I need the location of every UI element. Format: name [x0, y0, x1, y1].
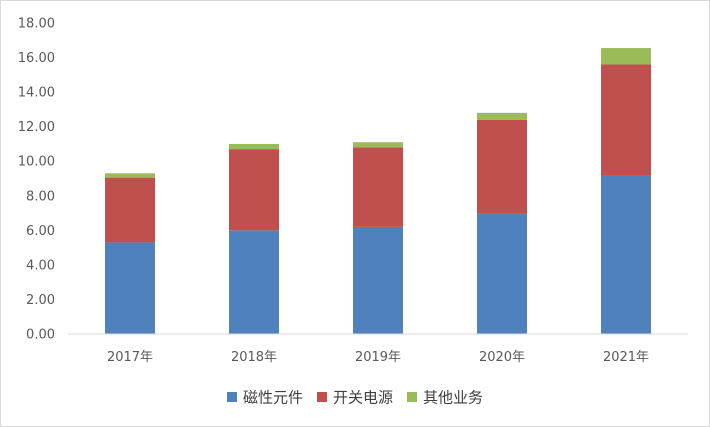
bar-segment-1-3: [353, 226, 403, 334]
bar-segment-3-5: [601, 48, 651, 65]
bar-segment-3-4: [477, 112, 527, 120]
y-tick-label: 2.00: [26, 293, 55, 308]
x-tick-label: 2017年: [107, 350, 153, 365]
y-tick-label: 8.00: [26, 189, 55, 204]
x-tick-label: 2019年: [355, 350, 401, 365]
y-tick-label: 18.00: [18, 17, 55, 32]
y-tick-label: 14.00: [18, 86, 55, 101]
legend-label-1: 磁性元件: [243, 389, 303, 407]
bar-segment-2-1: [105, 177, 155, 243]
legend: 磁性元件 开关电源 其他业务: [227, 389, 483, 407]
bar-segment-3-3: [353, 142, 403, 148]
y-tick-label: 16.00: [18, 51, 55, 66]
y-tick-label: 10.00: [18, 155, 55, 170]
bar-segment-1-4: [477, 213, 527, 334]
bar-segment-2-2: [229, 149, 279, 231]
y-axis: 0.00 2.00 4.00 6.00 8.00 10.00 12.00 14.00 16.00…: [18, 17, 55, 343]
legend-label-2: 开关电源: [333, 389, 393, 407]
y-tick-label: 4.00: [26, 258, 55, 273]
y-tick-label: 6.00: [26, 224, 55, 239]
legend-swatch-2: [317, 392, 327, 402]
bar-segment-2-5: [601, 64, 651, 176]
bar-segment-3-1: [105, 173, 155, 178]
bar-segment-1-5: [601, 175, 651, 334]
bar-segment-2-4: [477, 119, 527, 214]
legend-swatch-3: [407, 392, 417, 402]
bar-segment-3-2: [229, 143, 279, 150]
bar-segment-1-2: [229, 230, 279, 334]
bar-segment-1-1: [105, 242, 155, 334]
x-axis: 2017年 2018年 2019年 2020年 2021年: [107, 350, 649, 365]
x-tick-label: 2020年: [479, 350, 525, 365]
bars: [105, 48, 651, 334]
y-tick-label: 12.00: [18, 120, 55, 135]
bar-segment-2-3: [353, 147, 403, 227]
legend-swatch-1: [227, 392, 237, 402]
x-tick-label: 2021年: [603, 350, 649, 365]
legend-label-3: 其他业务: [423, 389, 483, 407]
y-tick-label: 0.00: [26, 328, 55, 343]
x-tick-label: 2018年: [231, 350, 277, 365]
